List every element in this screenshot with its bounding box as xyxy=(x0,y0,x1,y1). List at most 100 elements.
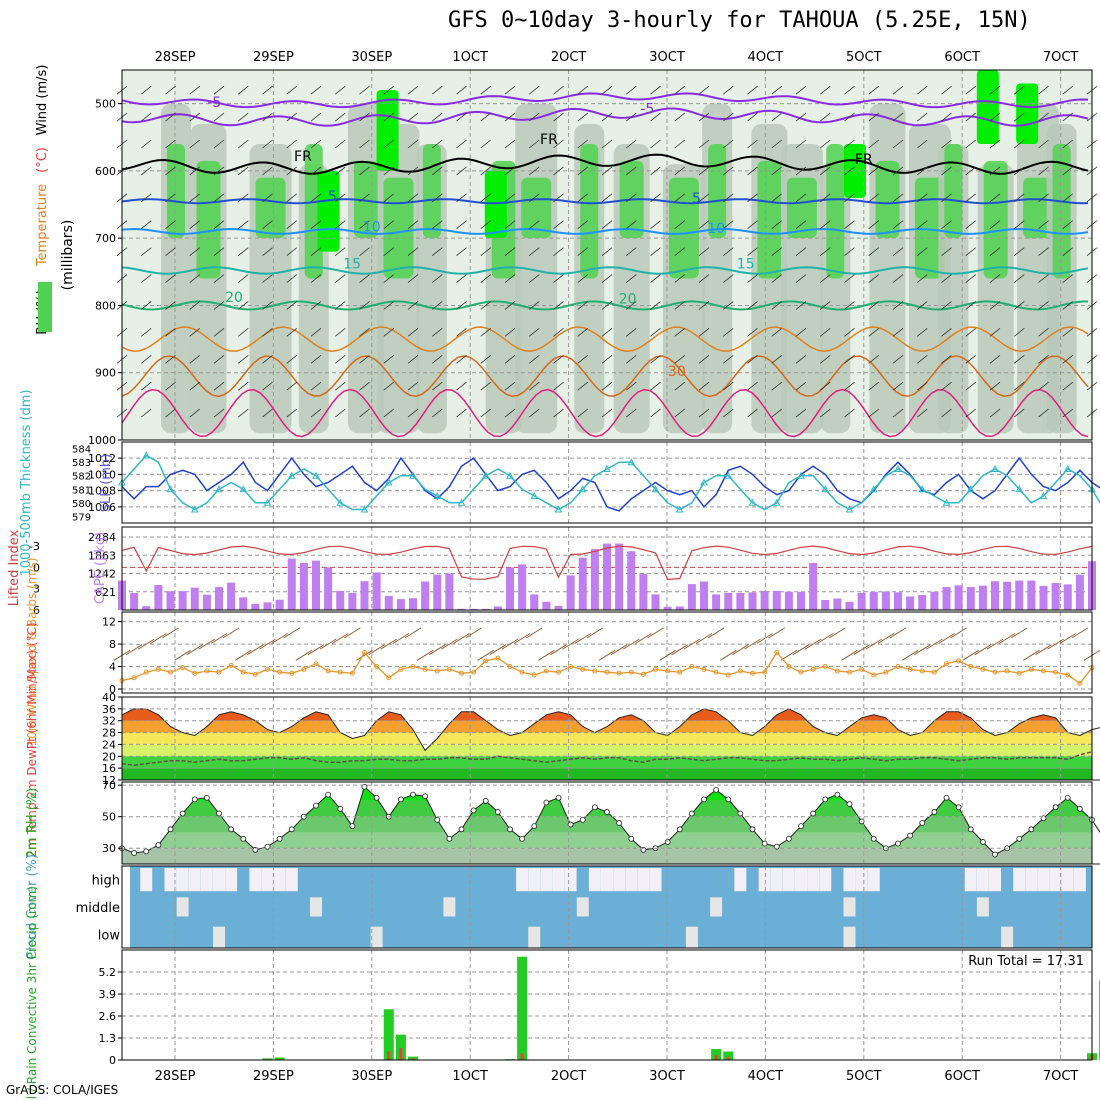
wind-barb xyxy=(262,112,273,122)
wind-barb xyxy=(165,301,176,310)
wind-barb xyxy=(141,328,152,337)
wind-barb xyxy=(504,381,516,391)
wind-barb xyxy=(286,328,297,337)
y-tick-label: 4 xyxy=(109,661,116,674)
wind-axis-label: 10m Wind Speed & Barbs (m/s) xyxy=(25,558,39,747)
wind-barb xyxy=(747,193,758,203)
rh-point xyxy=(858,818,865,825)
wind-barb xyxy=(965,381,976,391)
wind-barb xyxy=(747,354,758,364)
cape-tick-label: 1863 xyxy=(88,549,116,562)
top-date-axis: 28SEP 29SEP 30SEP 1OCT 2OCT 3OCT 4OCT 5OCT 6OCT 7… xyxy=(155,50,1079,65)
date-tick-label: 3OCT xyxy=(649,50,685,65)
wind-barb xyxy=(359,193,370,203)
wind-barb xyxy=(407,139,419,149)
cape-bar xyxy=(336,590,345,610)
wind-barb xyxy=(310,328,322,337)
wind-barb xyxy=(359,274,370,283)
wind-barb xyxy=(792,644,810,656)
temperature-band xyxy=(122,697,1092,709)
wind-barb xyxy=(407,112,419,122)
thickness-point xyxy=(869,485,878,493)
wind-speed-point xyxy=(822,664,828,670)
wind-barb xyxy=(359,112,370,122)
wind-barb xyxy=(141,247,152,256)
wind-barb xyxy=(1062,274,1073,283)
wind-barb xyxy=(820,220,831,230)
cape-bar xyxy=(590,549,599,610)
wind-barb xyxy=(671,644,688,656)
wind-barb xyxy=(917,381,928,391)
clear-sky-middle xyxy=(443,897,456,917)
clear-sky-high xyxy=(625,868,638,892)
rh-point xyxy=(822,796,829,803)
total-precip-bar xyxy=(395,1034,406,1060)
wind-speed-point xyxy=(944,661,949,667)
wind-barb xyxy=(165,354,176,364)
wind-barb xyxy=(771,328,782,337)
wind-barb xyxy=(941,85,952,95)
wind-barb xyxy=(601,328,613,337)
wind-barb xyxy=(553,166,564,176)
wind-barb xyxy=(601,274,613,283)
rh-point xyxy=(482,798,489,804)
wind-barb xyxy=(489,644,507,656)
wind-barb xyxy=(1014,193,1025,203)
wind-barb xyxy=(844,220,855,230)
cape-bar xyxy=(457,608,466,610)
wind-barb xyxy=(383,354,394,364)
wind-barb xyxy=(383,381,394,391)
wind-barb xyxy=(1014,220,1025,230)
date-tick-label: 29SEP xyxy=(253,50,294,65)
wind-barb xyxy=(456,408,467,418)
clear-sky-high xyxy=(273,868,286,892)
wind-barb xyxy=(868,247,879,256)
wind-barb xyxy=(868,301,879,310)
contour-label: 15 xyxy=(737,256,755,272)
rh-point xyxy=(494,809,501,815)
wind-speed-point xyxy=(750,670,755,676)
convective-precip-bar xyxy=(726,1056,730,1060)
wind-barb xyxy=(553,193,564,203)
wind-barb xyxy=(1014,166,1025,176)
wind-barb xyxy=(504,193,516,203)
wind-barb xyxy=(383,247,394,256)
wind-barb xyxy=(432,139,443,149)
date-tick-label: 6OCT xyxy=(944,1069,980,1084)
wind-barb xyxy=(601,247,613,256)
cape-bar xyxy=(324,567,333,610)
rh-shading xyxy=(983,160,1008,279)
cape-bar xyxy=(1027,580,1036,610)
thickness-point xyxy=(675,505,684,513)
date-tick-label: 4OCT xyxy=(748,50,784,65)
wind-speed-point xyxy=(471,669,477,675)
wind-barb xyxy=(917,408,928,418)
wind-barb xyxy=(456,301,467,310)
wind-barb xyxy=(795,220,807,230)
wind-barb xyxy=(698,274,710,283)
wind-barb xyxy=(553,139,564,149)
rh-point xyxy=(264,843,271,850)
wind-barb xyxy=(756,633,773,644)
wind-barb xyxy=(480,112,491,122)
wind-barb xyxy=(310,112,322,122)
cape-bar xyxy=(857,592,866,610)
clear-sky-low xyxy=(685,926,698,949)
wind-barb xyxy=(610,644,628,656)
wind-barb xyxy=(1038,274,1049,283)
wind-barb xyxy=(553,328,564,337)
wind-barb xyxy=(262,408,273,418)
wind-barb xyxy=(383,112,394,122)
total-precip-bar xyxy=(517,956,528,1060)
wind-barb xyxy=(659,649,676,661)
wind-barb xyxy=(965,112,976,122)
wind-barb xyxy=(820,301,831,310)
rh-point xyxy=(228,826,235,833)
cape-bar xyxy=(942,587,951,610)
wind-barb xyxy=(868,354,879,364)
wind-speed-point xyxy=(398,666,404,672)
cape-bar xyxy=(396,599,405,610)
date-tick-label: 2OCT xyxy=(551,50,587,65)
wind-barb xyxy=(407,166,419,176)
